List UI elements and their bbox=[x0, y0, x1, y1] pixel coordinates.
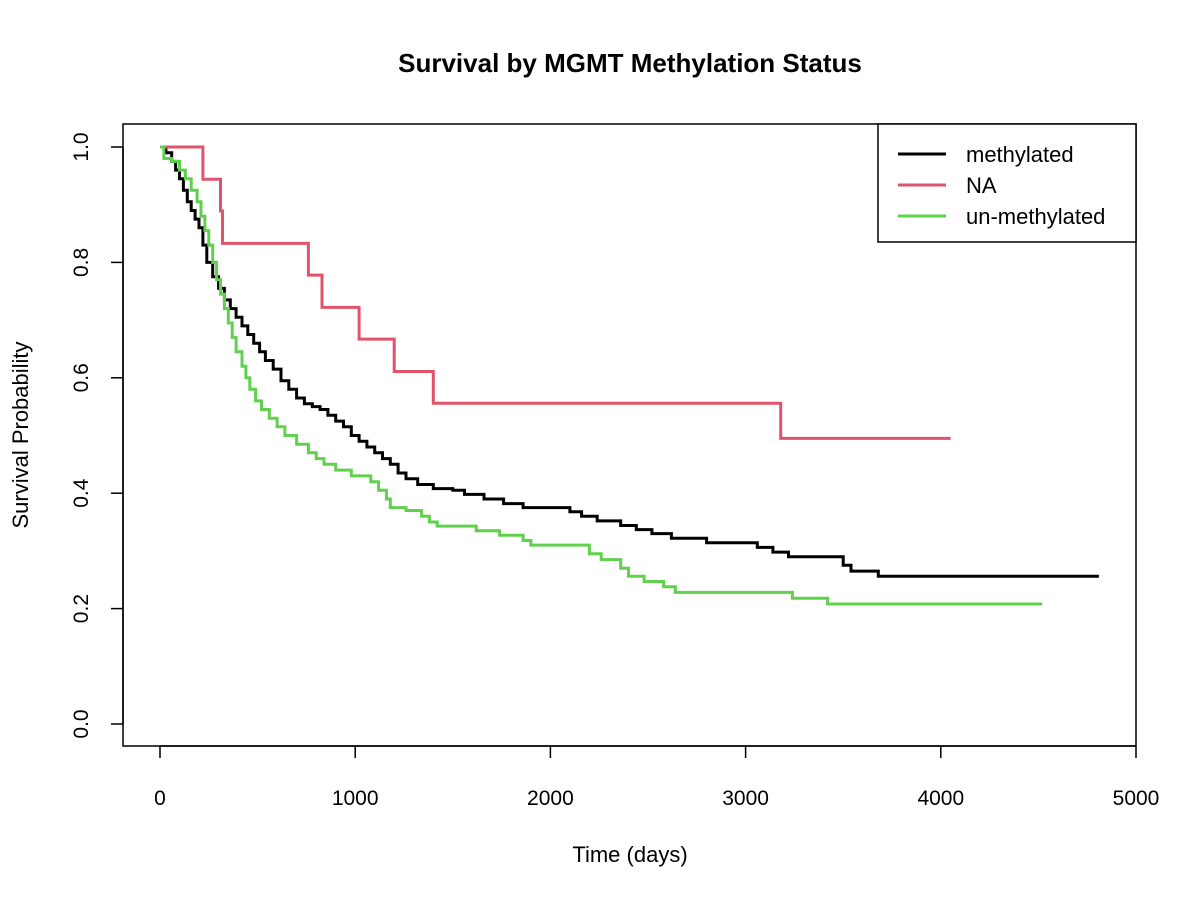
series-line-methylated bbox=[160, 145, 1099, 578]
x-tick-label: 0 bbox=[154, 787, 166, 810]
legend-box bbox=[877, 123, 1137, 243]
legend: methylated NA un-methylated bbox=[877, 123, 1137, 243]
y-tick-label: 0.8 bbox=[70, 248, 93, 277]
legend-label: un-methylated bbox=[966, 204, 1105, 229]
x-tick-label: 2000 bbox=[527, 787, 574, 810]
chart-title: Survival by MGMT Methylation Status bbox=[398, 48, 862, 78]
x-tick-label: 4000 bbox=[917, 787, 964, 810]
y-tick-label: 0.4 bbox=[70, 478, 93, 508]
x-axis-title: Time (days) bbox=[572, 842, 687, 867]
x-axis: 0 1000 2000 3000 4000 5000 bbox=[154, 745, 1160, 810]
x-tick-label: 3000 bbox=[722, 787, 769, 810]
y-axis-title: Survival Probability bbox=[8, 341, 33, 528]
x-tick-label: 5000 bbox=[1113, 787, 1160, 810]
series-line-na bbox=[160, 145, 951, 440]
y-tick-label: 1.0 bbox=[70, 132, 93, 161]
y-axis: 0.0 0.2 0.4 0.6 0.8 1.0 bbox=[70, 132, 124, 739]
y-tick-label: 0.0 bbox=[70, 709, 93, 738]
y-tick-label: 0.6 bbox=[70, 363, 93, 392]
y-tick-label: 0.2 bbox=[70, 594, 93, 623]
x-tick-label: 1000 bbox=[332, 787, 379, 810]
legend-label: methylated bbox=[966, 142, 1074, 167]
series-layer bbox=[160, 145, 1099, 606]
legend-label: NA bbox=[966, 173, 997, 198]
series-line-un-methylated bbox=[160, 145, 1043, 606]
